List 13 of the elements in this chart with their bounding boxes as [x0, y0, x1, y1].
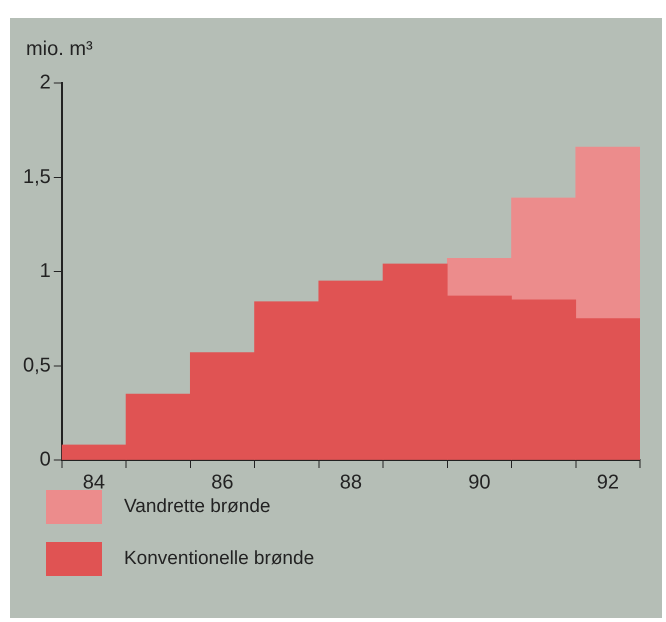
x-tick-label: 92 [596, 472, 620, 494]
y-tick-label: 1 [40, 260, 51, 282]
y-tick-label: 1,5 [22, 166, 51, 188]
x-tick-label: 86 [211, 472, 234, 494]
x-tick-label: 84 [82, 472, 106, 494]
y-tick-label: 2 [40, 72, 51, 94]
legend-label: Konventionelle brønde [124, 548, 314, 570]
legend-label: Vandrette brønde [124, 496, 270, 518]
x-tick-label: 90 [468, 472, 491, 494]
y-axis-title: mio. m³ [26, 38, 93, 61]
y-tick-label: 0 [40, 448, 51, 471]
y-tick-label: 0,5 [22, 354, 51, 376]
x-tick-label: 88 [340, 472, 362, 494]
